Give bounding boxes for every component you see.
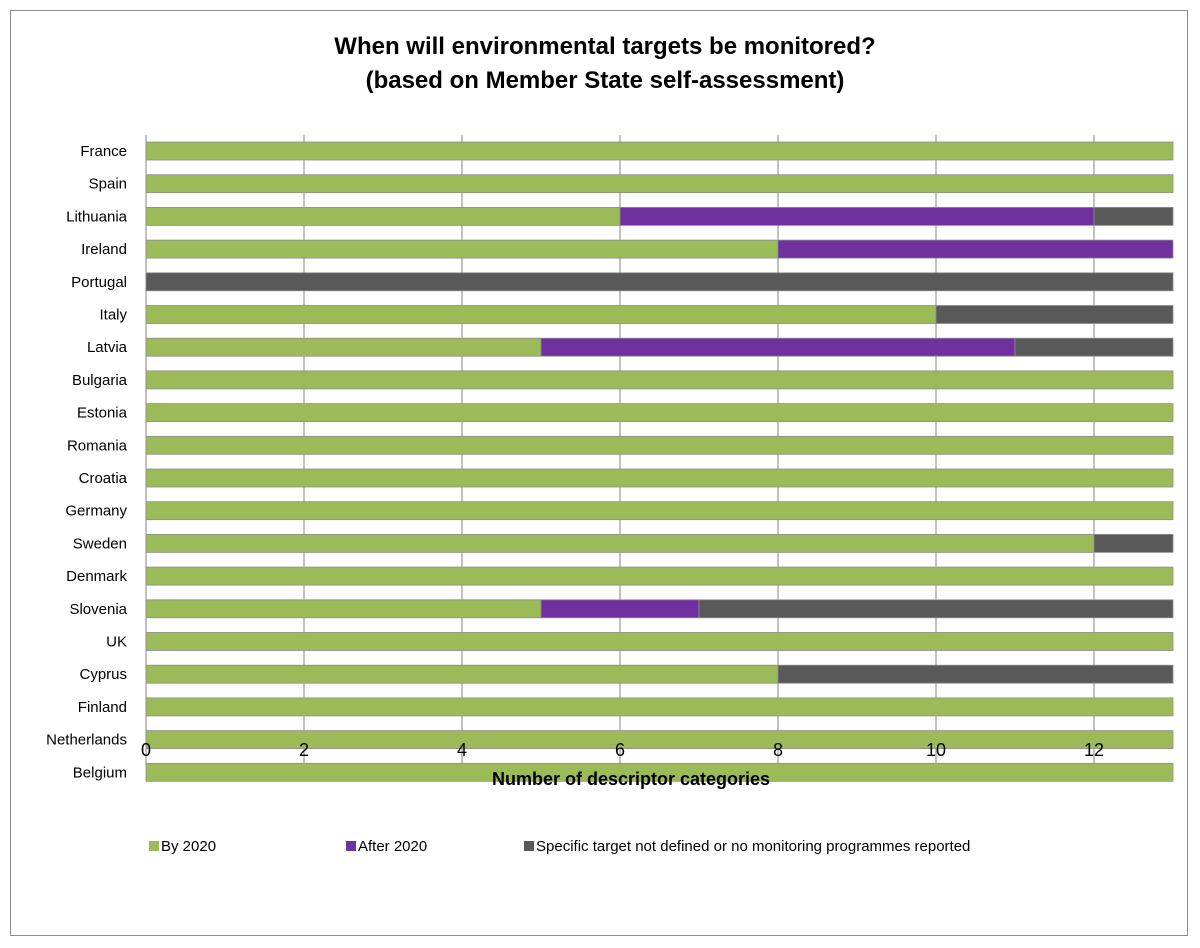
chart: When will environmental targets be monit… [46,33,1174,855]
bar-segment [145,174,1174,194]
bar-segment [145,501,1174,521]
bar-segment [145,239,779,259]
bar-segment [145,762,1174,782]
bar-segment [145,730,1174,749]
bar-segment [540,599,700,619]
bar-segment [777,239,1174,259]
bar-segment [145,664,779,684]
category-label: Latvia [87,339,128,356]
category-label: Estonia [77,405,128,422]
x-tick-labels: 0 2 4 6 8 10 12 [141,740,1104,760]
category-label: Finland [78,699,127,716]
category-label: Bulgaria [72,372,128,389]
x-tick-label: 4 [457,740,467,760]
bar-segment [145,632,1174,651]
bar-segment [145,435,1174,455]
bar-segment [145,272,1174,292]
x-tick-label: 12 [1084,740,1104,760]
chart-title: When will environmental targets be monit… [334,33,875,60]
category-label: Ireland [81,241,127,258]
bar-segment [145,403,1174,423]
category-label: Spain [89,176,127,193]
legend-swatch [346,841,356,851]
bar-segment [145,697,1174,717]
legend-swatch [524,841,534,851]
category-label: Denmark [66,568,127,585]
category-label: Portugal [71,274,127,291]
legend-label: By 2020 [161,838,216,855]
bar-segment [145,534,1095,553]
bar-segment [1014,337,1174,357]
category-label: Italy [99,307,127,324]
bar-segment [698,599,1174,619]
x-tick-label: 2 [299,740,309,760]
chart-subtitle: (based on Member State self-assessment) [366,67,845,94]
legend-label: Specific target not defined or no monito… [536,838,970,855]
bar-segment [777,664,1174,684]
x-tick-label: 0 [141,740,151,760]
bar-segment [1093,206,1174,226]
category-labels: France Spain Lithuania Ireland Portugal Italy… [46,143,128,781]
x-tick-label: 8 [773,740,783,760]
category-label: UK [106,634,127,651]
category-label: Slovenia [69,601,127,618]
legend: By 2020 After 2020 Specific target not def… [149,838,970,855]
x-tick-label: 10 [926,740,946,760]
category-label: Romania [67,437,128,454]
bar-segment [935,305,1174,324]
bars [145,141,1174,782]
bar-segment [145,468,1174,488]
category-label: Cyprus [79,666,127,683]
bar-segment [540,337,1016,357]
category-label: Belgium [73,764,127,781]
category-label: Lithuania [66,208,128,225]
legend-swatch [149,841,159,851]
category-label: Sweden [73,535,127,552]
bar-segment [145,141,1174,161]
bar-segment [145,599,542,619]
bar-segment [145,305,937,324]
bar-segment [145,566,1174,586]
category-label: Croatia [79,470,128,487]
x-tick-label: 6 [615,740,625,760]
chart-frame: When will environmental targets be monit… [10,10,1188,936]
category-label: France [80,143,127,160]
legend-label: After 2020 [358,838,427,855]
bar-segment [1093,534,1174,553]
category-label: Netherlands [46,732,127,749]
bar-segment [145,337,542,357]
bar-segment [145,206,621,226]
category-label: Germany [65,503,127,520]
x-axis-title: Number of descriptor categories [492,769,770,789]
bar-segment [619,206,1095,226]
bar-segment [145,370,1174,390]
